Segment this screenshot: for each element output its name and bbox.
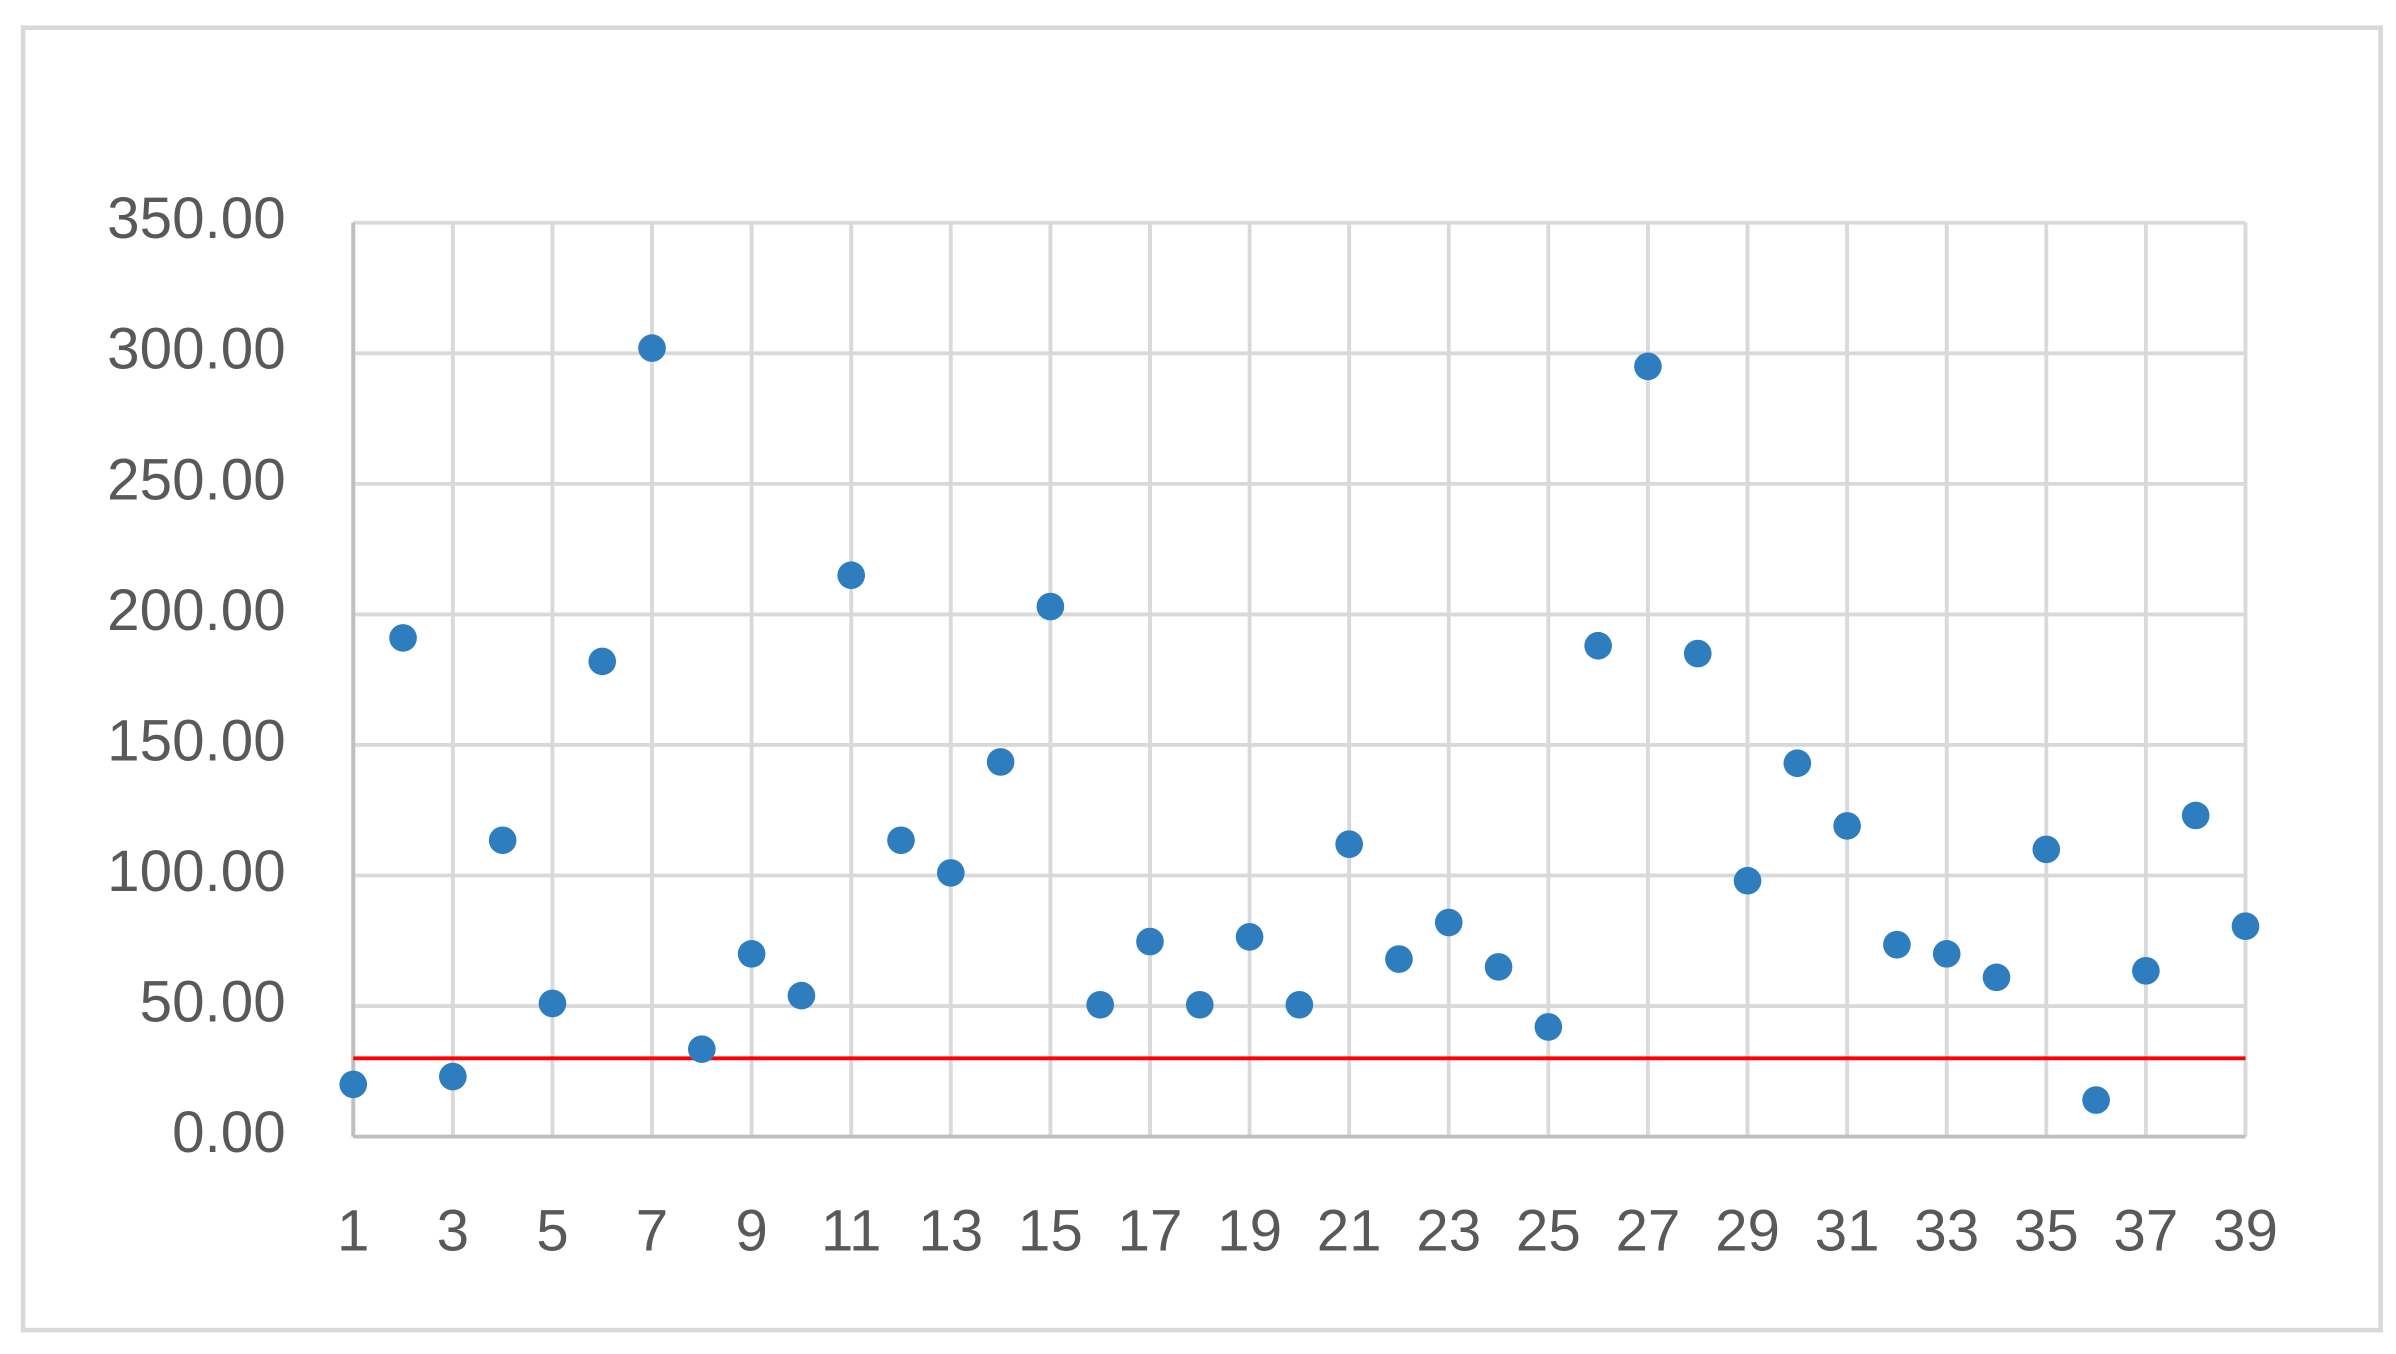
x-tick-label: 1 (337, 1198, 369, 1263)
x-tick-label: 29 (1715, 1198, 1780, 1263)
point (837, 561, 866, 590)
point (2231, 912, 2260, 940)
y-tick-label: 300.00 (107, 317, 285, 382)
point (1783, 749, 1812, 778)
point (1833, 812, 1861, 840)
point (1634, 352, 1662, 381)
point (2082, 1086, 2110, 1114)
point (1434, 908, 1463, 937)
point (1534, 1013, 1563, 1041)
x-tick-label: 5 (536, 1198, 568, 1263)
point (339, 1070, 368, 1099)
x-tick-label: 7 (636, 1198, 668, 1263)
point (787, 981, 816, 1010)
point (1484, 953, 1513, 981)
y-tick-label: 350.00 (107, 186, 285, 251)
point (2181, 801, 2210, 830)
point (1335, 830, 1363, 859)
y-tick-label: 50.00 (140, 969, 286, 1034)
x-tick-label: 27 (1615, 1198, 1680, 1263)
point (688, 1035, 716, 1063)
point (488, 826, 517, 855)
point (1883, 930, 1911, 959)
x-tick-label: 37 (2113, 1198, 2178, 1263)
point (1982, 963, 2011, 992)
point (2132, 956, 2160, 985)
x-tick-label: 11 (821, 1198, 882, 1263)
point (389, 624, 417, 652)
point (986, 748, 1015, 776)
x-tick-label: 3 (437, 1198, 469, 1263)
point (1683, 639, 1712, 668)
chart-border (20, 25, 2383, 1333)
point (1086, 990, 1115, 1019)
x-tick-label: 9 (735, 1198, 767, 1263)
point (1036, 592, 1065, 621)
point (1385, 945, 1413, 973)
x-tick-label: 15 (1018, 1198, 1083, 1263)
x-tick-label: 33 (1914, 1198, 1979, 1263)
point (1733, 866, 1762, 895)
y-tick-label: 100.00 (107, 839, 285, 904)
point (1584, 631, 1612, 660)
point (1235, 923, 1264, 951)
x-tick-label: 17 (1118, 1198, 1183, 1263)
point (439, 1062, 467, 1091)
point (2032, 835, 2061, 864)
y-tick-label: 200.00 (107, 578, 285, 643)
point (1185, 990, 1214, 1019)
point (1136, 927, 1164, 956)
y-tick-label: 250.00 (107, 447, 285, 512)
point (737, 940, 766, 968)
x-tick-label: 19 (1217, 1198, 1282, 1263)
point (538, 989, 567, 1018)
point (887, 826, 915, 855)
point (936, 859, 965, 887)
x-tick-label: 35 (2014, 1198, 2079, 1263)
y-tick-label: 150.00 (107, 708, 285, 773)
point (1285, 990, 1314, 1019)
x-tick-label: 21 (1317, 1198, 1382, 1263)
x-tick-label: 25 (1516, 1198, 1581, 1263)
y-tick-label: 0.00 (172, 1100, 286, 1165)
point (588, 647, 617, 676)
x-tick-label: 39 (2213, 1198, 2278, 1263)
x-tick-label: 13 (918, 1198, 983, 1263)
x-tick-label: 31 (1815, 1198, 1880, 1263)
point (638, 334, 666, 362)
point (1932, 940, 1961, 968)
x-tick-label: 23 (1416, 1198, 1481, 1263)
